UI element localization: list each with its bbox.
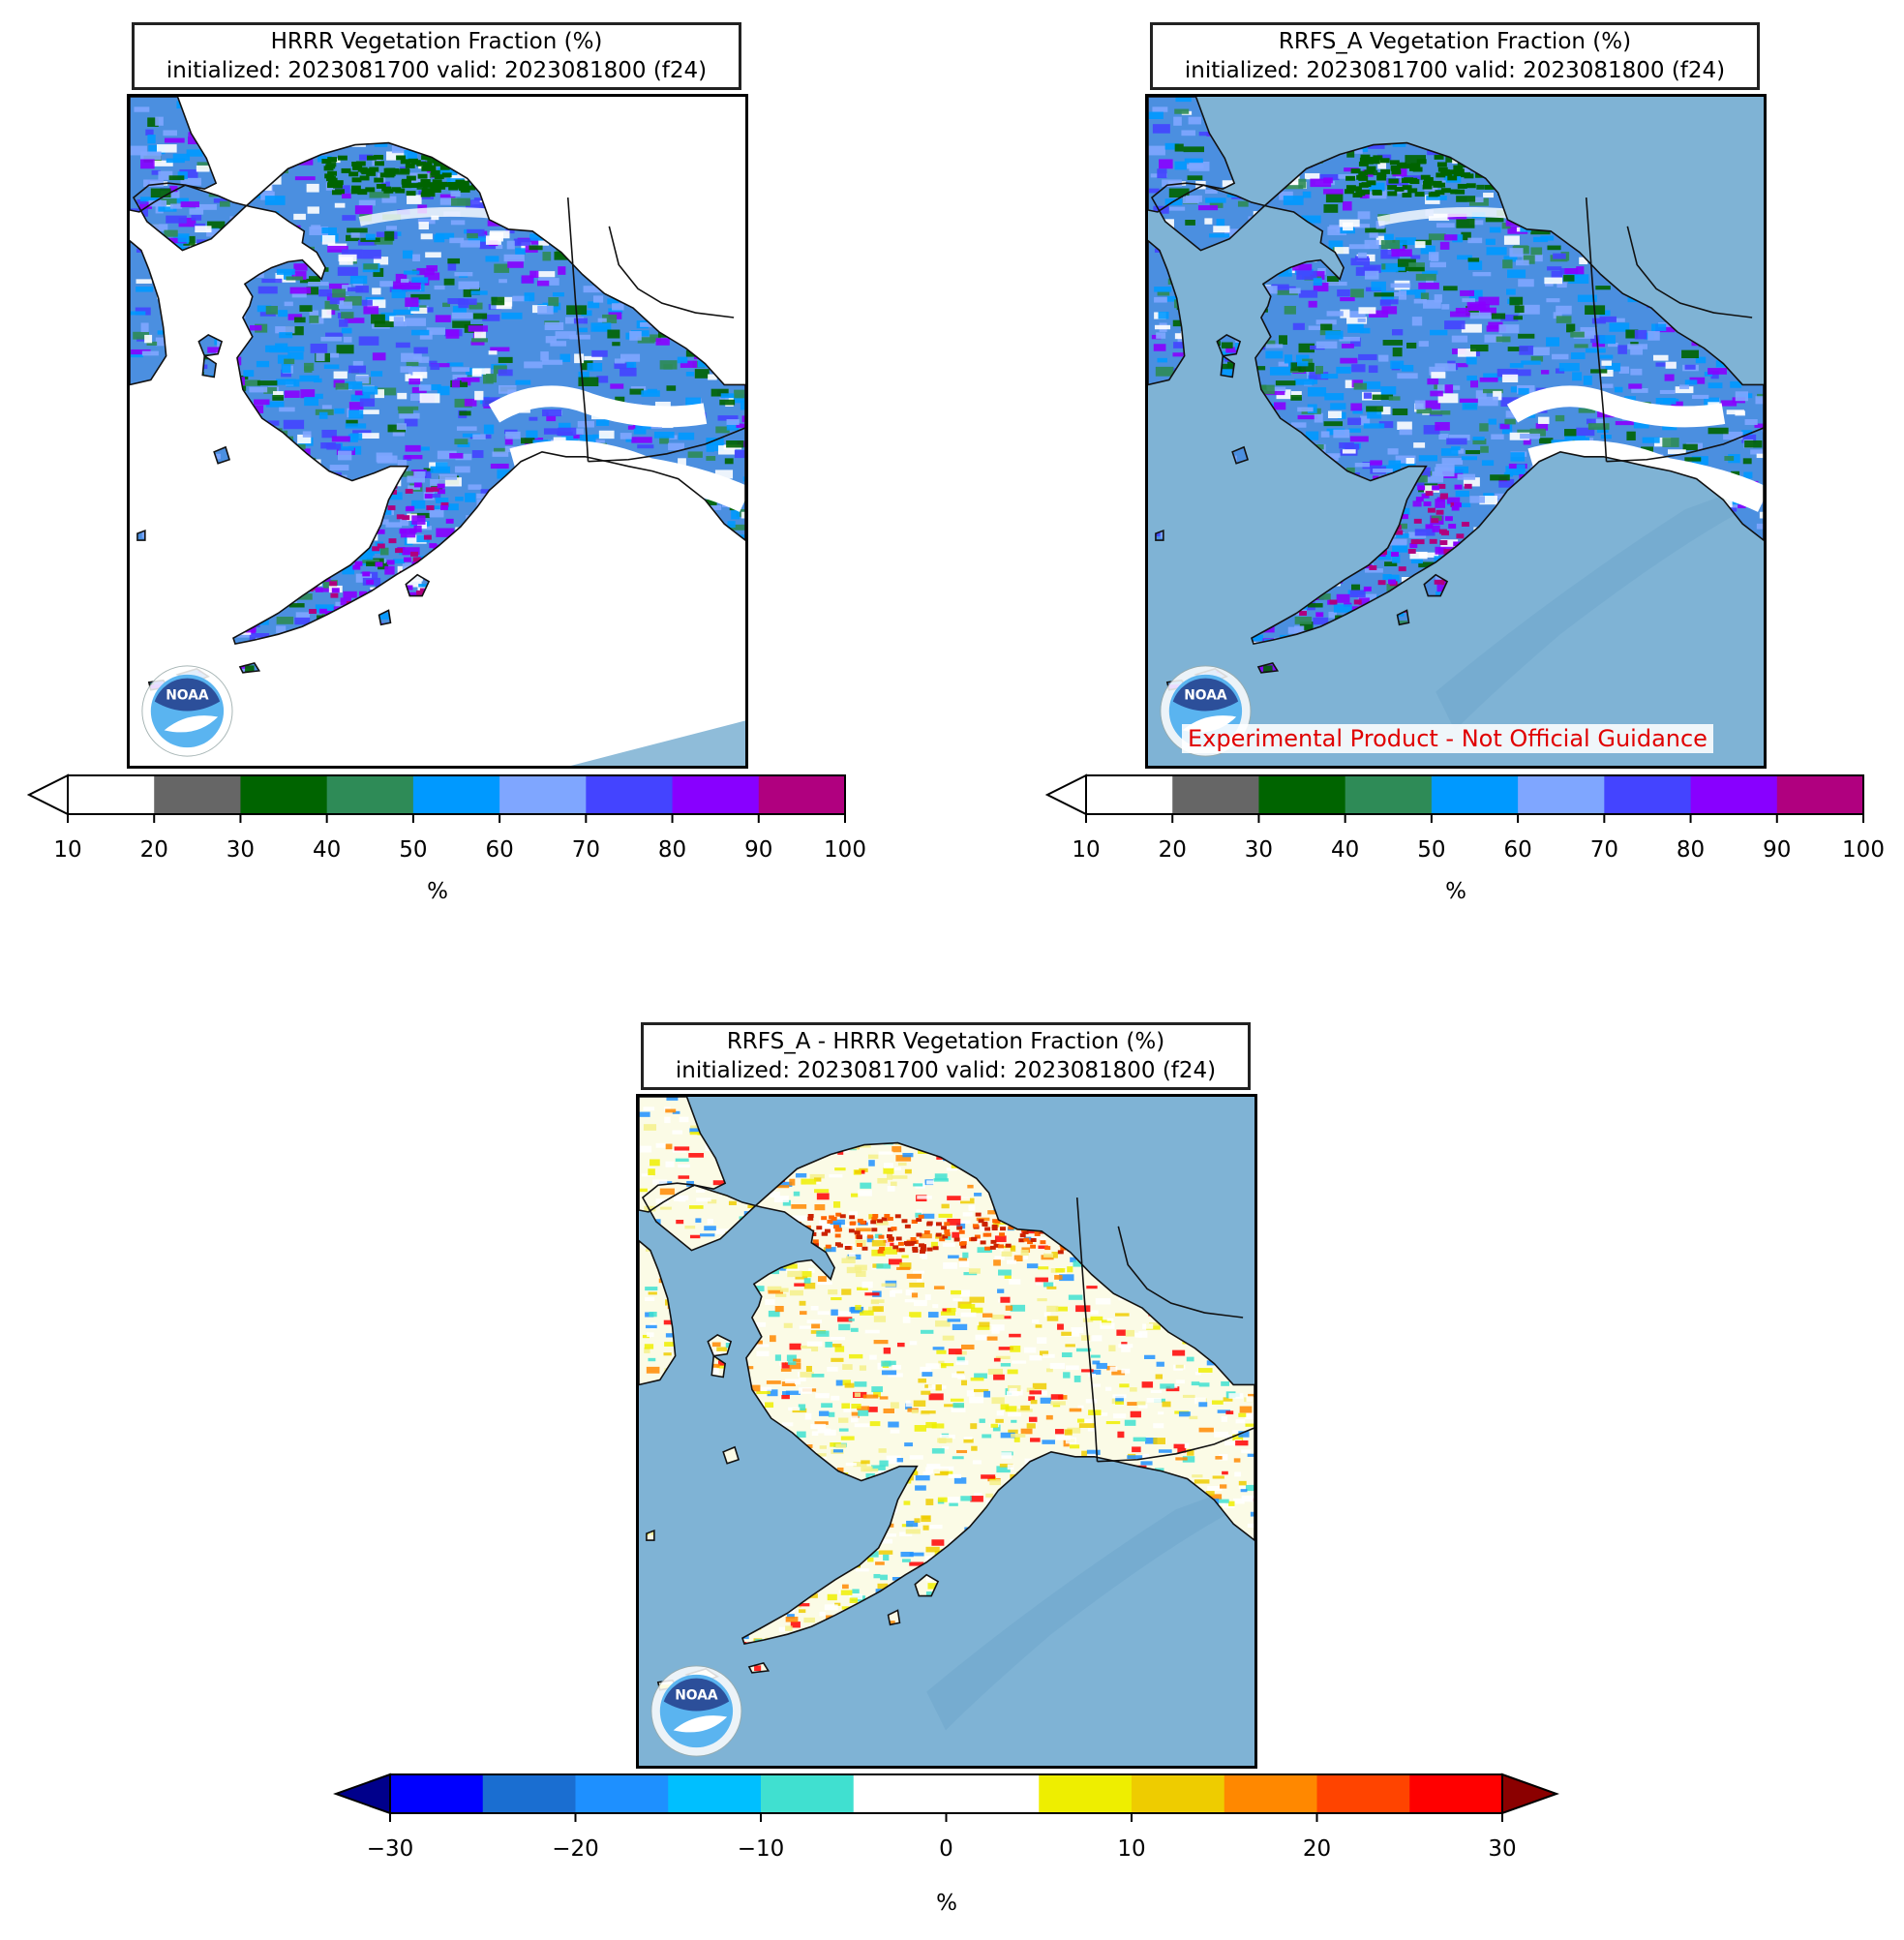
colorbar-segment [499,775,587,814]
svg-text:NOAA: NOAA [166,688,209,704]
colorbar-segment [1172,775,1259,814]
colorbar-tick-label: 20 [140,837,168,863]
coastlines-and-borders [130,97,745,691]
noaa-logo: NOAA [650,1665,742,1757]
colorbar-under-arrow [1044,773,1087,816]
colorbar-under-arrow [333,1773,391,1815]
colorbar-tick-label: −20 [552,1836,599,1862]
colorbar-tick-label: 60 [1503,837,1531,863]
hrrr-colorbar: 10 20 30 40 50 60 70 80 90 100 [26,773,866,863]
rrfs-map: NOAA Experimental Product - Not Official… [1145,94,1767,769]
colorbar-segment [1345,775,1433,814]
hrrr-title: HRRR Vegetation Fraction (%) [270,29,603,54]
colorbar-segment [758,775,846,814]
hrrr-colorbar-unit: % [427,879,448,904]
colorbar-segment [68,775,155,814]
colorbar-tick-label: −10 [738,1836,785,1862]
colorbar-segment [1776,775,1864,814]
colorbar-segment [240,775,328,814]
colorbar-segment [1431,775,1519,814]
colorbar-tick-label: 100 [824,837,866,863]
hrrr-map: NOAA [127,94,748,769]
diff-colorbar: −30 −20 −10 0 10 20 30 [333,1773,1559,1862]
colorbar-tick-label: 80 [1677,837,1705,863]
rrfs-title-box: RRFS_A Vegetation Fraction (%) initializ… [1150,22,1760,90]
colorbar-tick-label: 10 [1117,1836,1145,1862]
colorbar-tick-label: 60 [485,837,513,863]
colorbar-tick-label: 90 [1763,837,1791,863]
colorbar-tick-label: 30 [1488,1836,1516,1862]
colorbar-segment [668,1774,762,1813]
colorbar-tick-label: 40 [1331,837,1359,863]
colorbar-tick-label: 70 [1590,837,1618,863]
colorbar-segment [1409,1774,1503,1813]
diff-subtitle: initialized: 2023081700 valid: 202308180… [675,1058,1217,1083]
colorbar-tick-label: 10 [1072,837,1100,863]
colorbar-tick-label: 50 [1417,837,1445,863]
rrfs-colorbar: 10 20 30 40 50 60 70 80 90 100 [1044,773,1885,863]
colorbar-tick-label: 90 [744,837,772,863]
colorbar-tick-label: −30 [367,1836,414,1862]
colorbar-segment [482,1774,576,1813]
colorbar-tick-label: 20 [1159,837,1187,863]
colorbar-segment [1518,775,1605,814]
colorbar-tick-label: 20 [1303,1836,1331,1862]
colorbar-segment [1224,1774,1317,1813]
colorbar-segment [672,775,760,814]
colorbar-segment [575,1774,669,1813]
trench-shading [1436,480,1764,731]
colorbar-tick-label: 50 [399,837,427,863]
diff-map: NOAA [636,1094,1257,1769]
colorbar-segment [1132,1774,1225,1813]
colorbar-tick-label: 30 [227,837,255,863]
hrrr-title-box: HRRR Vegetation Fraction (%) initialized… [132,22,741,90]
bathymetry [570,720,745,766]
colorbar-segment [326,775,414,814]
colorbar-segment [853,1774,947,1813]
colorbar-tick-label: 30 [1245,837,1273,863]
colorbar-segment [412,775,500,814]
rrfs-subtitle: initialized: 2023081700 valid: 202308180… [1184,58,1726,83]
colorbar-segment [1316,1774,1410,1813]
rrfs-title: RRFS_A Vegetation Fraction (%) [1278,29,1632,54]
colorbar-tick-label: 10 [53,837,81,863]
colorbar-segment [1604,775,1692,814]
diff-title: RRFS_A - HRRR Vegetation Fraction (%) [726,1029,1165,1054]
hrrr-subtitle: initialized: 2023081700 valid: 202308180… [166,58,708,83]
colorbar-tick-label: 100 [1842,837,1885,863]
colorbar-tick-label: 80 [658,837,686,863]
colorbar-over-arrow [1501,1773,1559,1815]
noaa-logo: NOAA [141,665,233,757]
colorbar-segment [761,1774,855,1813]
colorbar-under-arrow [26,773,69,816]
colorbar-segment [1690,775,1778,814]
colorbar-segment [154,775,241,814]
rrfs-colorbar-unit: % [1445,879,1466,904]
colorbar-tick-label: 0 [939,1836,953,1862]
trench-shading [926,1480,1254,1731]
colorbar-segment [390,1774,484,1813]
diff-colorbar-unit: % [936,1891,957,1916]
colorbar-segment [586,775,674,814]
disclaimer-text: Experimental Product - Not Official Guid… [1182,724,1713,753]
colorbar-segment [1258,775,1346,814]
colorbar-segment [1039,1774,1133,1813]
diff-title-box: RRFS_A - HRRR Vegetation Fraction (%) in… [641,1022,1251,1090]
colorbar-tick-label: 70 [572,837,600,863]
colorbar-tick-label: 40 [313,837,341,863]
colorbar-segment [946,1774,1040,1813]
colorbar-segment [1086,775,1173,814]
